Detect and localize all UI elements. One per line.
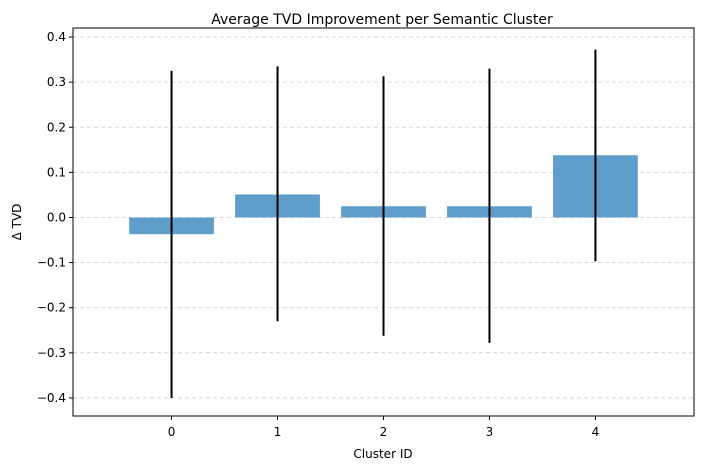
y-axis-label: Δ TVD xyxy=(10,204,24,241)
x-tick-label: 0 xyxy=(168,425,176,439)
x-tick-label: 3 xyxy=(486,425,494,439)
y-tick-label: 0.1 xyxy=(47,165,66,179)
y-tick-label: −0.3 xyxy=(37,346,66,360)
x-tick-label: 2 xyxy=(380,425,388,439)
y-tick-label: 0.2 xyxy=(47,120,66,134)
y-tick-label: −0.2 xyxy=(37,301,66,315)
y-axis-ticks: −0.4 −0.3 −0.2 −0.1 0.0 0.1 0.2 0.3 0.4 xyxy=(37,30,73,405)
error-bars xyxy=(170,49,597,398)
x-axis-label: Cluster ID xyxy=(353,447,412,461)
y-tick-label: 0.4 xyxy=(47,30,66,44)
y-tick-label: 0.0 xyxy=(47,210,66,224)
chart-title: Average TVD Improvement per Semantic Clu… xyxy=(211,12,553,28)
x-tick-label: 4 xyxy=(592,425,600,439)
y-tick-label: 0.3 xyxy=(47,75,66,89)
x-tick-label: 1 xyxy=(274,425,282,439)
y-tick-label: −0.4 xyxy=(37,391,66,405)
y-tick-label: −0.1 xyxy=(37,256,66,270)
x-axis-ticks: 0 1 2 3 4 xyxy=(168,416,600,439)
